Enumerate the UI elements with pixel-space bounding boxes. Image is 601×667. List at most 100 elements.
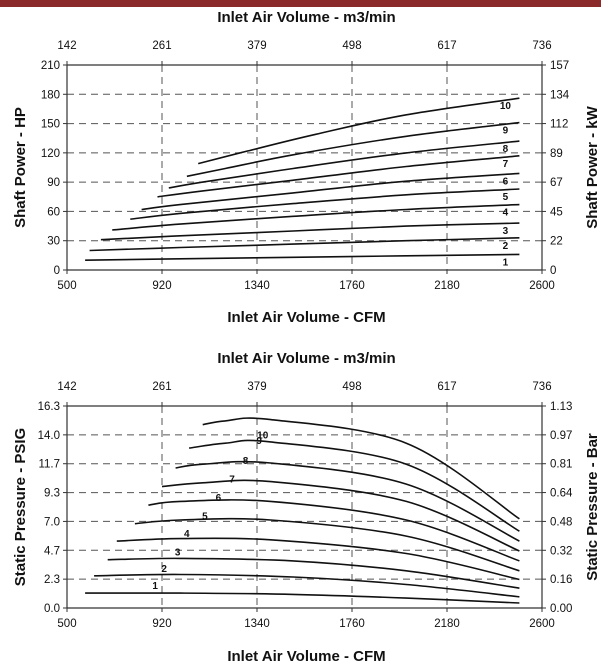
right-tick-label: 0 [550,265,556,277]
series-curve-2 [89,237,520,252]
series-curve-1 [85,253,520,261]
y-tick-label: 180 [41,89,60,101]
top-tick-label: 498 [342,40,361,52]
x-tick-label: 2600 [529,280,555,292]
series-label-1: 1 [503,257,509,268]
y-tick-label: 0.0 [44,603,60,615]
series-label-2: 2 [503,241,509,252]
series-curve-9 [186,121,520,178]
x-tick-label: 1340 [244,618,270,630]
y-axis-label: Shaft Power - HP [12,107,29,228]
series-label-3: 3 [503,226,509,237]
x-tick-label: 500 [57,280,76,292]
top-tick-label: 736 [532,40,551,52]
right-tick-label: 45 [550,206,563,218]
series-label-5: 5 [202,512,208,523]
series-label-6: 6 [216,493,222,504]
top-tick-label: 379 [247,40,266,52]
series-curve-10 [198,97,520,165]
x-tick-label: 2180 [434,280,460,292]
x-tick-label: 2180 [434,618,460,630]
series-label-10: 10 [500,101,512,112]
x-axis-label: Inlet Air Volume - CFM [227,309,385,326]
y-tick-label: 210 [41,60,60,72]
top-tick-label: 617 [437,381,456,393]
y-tick-label: 14.0 [38,430,60,442]
right-tick-label: 134 [550,89,570,101]
right-tick-label: 67 [550,177,563,189]
series-curve-4 [116,537,520,581]
right-tick-label: 0.81 [550,459,572,471]
y-tick-label: 4.7 [44,545,60,557]
y-tick-label: 120 [41,148,60,160]
series-label-5: 5 [503,192,509,203]
y-tick-label: 30 [47,236,60,248]
top-tick-label: 261 [152,381,171,393]
right-tick-label: 89 [550,148,563,160]
series-label-3: 3 [175,548,181,559]
top-tick-label: 142 [57,40,76,52]
x-tick-label: 1340 [244,280,270,292]
series-label-1: 1 [152,581,158,592]
top-tick-label: 498 [342,381,361,393]
series-label-8: 8 [503,144,509,155]
series-curve-9 [188,439,520,532]
right-tick-label: 0.97 [550,430,572,442]
series-curve-10 [202,417,520,520]
y-tick-label: 150 [41,119,60,131]
top-tick-label: 379 [247,381,266,393]
series-label-9: 9 [256,436,262,447]
y-tick-label: 0 [54,265,60,277]
right-tick-label: 22 [550,236,563,248]
top-tick-label: 736 [532,381,551,393]
x-tick-label: 2600 [529,618,555,630]
series-curve-8 [175,460,520,542]
y-tick-label: 7.0 [44,516,60,528]
top-tick-label: 142 [57,381,76,393]
right-tick-label: 0.64 [550,488,573,500]
top-tick-label: 261 [152,40,171,52]
right-tick-label: 0.48 [550,516,572,528]
y-tick-label: 16.3 [38,401,60,413]
y-tick-label: 2.3 [44,574,60,586]
y2-axis-label: Shaft Power - kW [584,105,601,228]
series-curve-3 [107,557,520,589]
series-curve-7 [157,155,520,198]
chart-title: Inlet Air Volume - m3/min [217,9,395,26]
y-tick-label: 11.7 [38,459,60,471]
series-label-10: 10 [257,431,269,442]
y-tick-label: 90 [47,177,60,189]
chart-title: Inlet Air Volume - m3/min [217,350,395,367]
x-tick-label: 920 [152,280,171,292]
series-label-4: 4 [184,529,190,540]
series-curve-7 [161,479,520,552]
right-tick-label: 0.32 [550,545,572,557]
series-curve-5 [134,517,520,572]
y-tick-label: 9.3 [44,488,60,500]
series-curve-5 [130,188,520,220]
series-curve-6 [148,499,520,562]
series-label-8: 8 [243,456,249,467]
series-label-7: 7 [503,159,509,170]
series-curve-2 [94,573,520,598]
x-tick-label: 500 [57,618,76,630]
x-axis-label: Inlet Air Volume - CFM [227,648,385,665]
right-tick-label: 1.13 [550,401,572,413]
y2-axis-label: Static Pressure - Bar [584,433,601,581]
series-curve-4 [112,203,520,231]
series-curve-3 [100,222,520,241]
x-tick-label: 1760 [339,280,365,292]
x-tick-label: 1760 [339,618,365,630]
series-label-2: 2 [161,564,167,575]
series-curve-8 [168,140,520,189]
series-label-7: 7 [229,475,235,486]
right-tick-label: 157 [550,60,569,72]
series-curve-6 [141,172,520,211]
series-label-4: 4 [503,208,509,219]
series-label-9: 9 [503,126,509,137]
right-tick-label: 112 [550,119,568,131]
y-tick-label: 60 [47,206,60,218]
